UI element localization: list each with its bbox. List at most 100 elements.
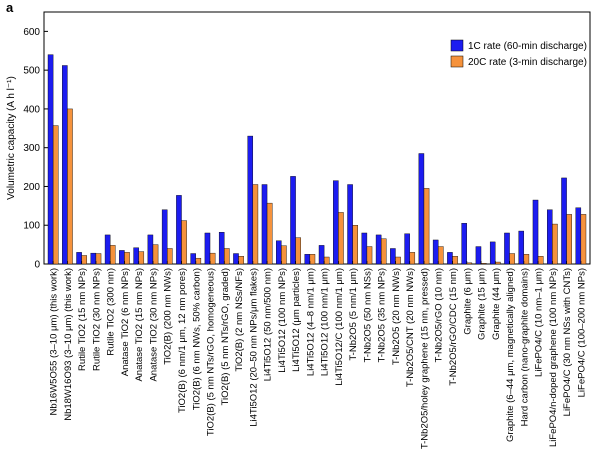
bar-20c (295, 237, 301, 265)
bar-20c (452, 256, 458, 265)
bar-20c (252, 184, 259, 265)
x-category-label: LiFePO4/C (10 nm–1 μm) (534, 268, 545, 377)
bar-20c (423, 188, 430, 265)
legend-swatch-20c (450, 55, 464, 68)
bar-1c (575, 207, 582, 265)
x-category-label: Li4Ti5O12 (100 nm/1 μm) (320, 268, 331, 376)
bar-20c (195, 257, 202, 265)
bar-1c (233, 253, 239, 265)
bar-1c (447, 252, 453, 265)
y-tick-label: 300 (23, 143, 40, 154)
bar-20c (281, 245, 287, 265)
x-category-label: TiO2(B) (2 nm NSs/NFs) (234, 268, 245, 372)
bar-20c (352, 225, 358, 265)
bar-20c (67, 108, 73, 265)
bar-1c (318, 245, 325, 265)
bar-1c (204, 232, 211, 265)
bar-1c (176, 195, 182, 265)
x-category-label: TiO2(B) (5 nm NTs/rGO, homogeneous) (206, 268, 217, 436)
bar-20c (167, 248, 173, 265)
x-category-label: TiO2(B) (6 nm NWs, 50% carbon) (191, 268, 202, 410)
bar-1c (532, 199, 539, 265)
x-category-label: Li4Ti5O12/C (100 nm/1 μm) (334, 268, 345, 386)
legend: 1C rate (60-min discharge) 20C rate (3-m… (448, 37, 587, 74)
bar-20c (309, 254, 316, 265)
x-category-label: Li4Ti5O12 (50 nm/500 nm) (263, 268, 274, 381)
x-category-label: Rutile TiO2 (15 nm NPs) (77, 268, 88, 371)
bar-20c (438, 246, 444, 265)
plot-frame (43, 11, 591, 265)
bars-group (47, 54, 587, 265)
x-category-label: Graphite (15 μm) (477, 268, 488, 340)
x-category-label: Graphite (6–44 μm, magnetically aligned) (505, 268, 516, 442)
x-category-label: T-Nb2O5/rGO (10 nm) (434, 268, 445, 363)
bar-1c (461, 223, 467, 265)
bar-20c (238, 256, 244, 265)
y-tick-label: 100 (23, 221, 40, 232)
bar-1c (432, 239, 439, 265)
x-category-label: Li4Ti5O12 (100 nm NPs) (277, 268, 288, 373)
bar-1c (361, 232, 368, 265)
bar-20c (552, 223, 558, 265)
bar-20c (380, 238, 387, 265)
bar-20c (509, 253, 515, 265)
y-tick-label: 600 (23, 27, 40, 38)
x-category-label: LiFePO4/C (100–200 nm NPs) (576, 268, 587, 397)
bar-1c (147, 234, 154, 265)
x-category-label: Li4Ti5O12 (20–50 nm NPs/μm flakes) (248, 268, 259, 427)
x-category-label: T-Nb2O5 (20 nm NWs) (391, 268, 402, 365)
bar-1c (261, 184, 268, 265)
bar-1c (390, 248, 396, 265)
legend-label-20c: 20C rate (3-min discharge) (468, 57, 587, 68)
legend-label-1c: 1C rate (60-min discharge) (468, 41, 587, 52)
bar-1c (276, 240, 282, 265)
bar-1c (76, 252, 82, 265)
x-category-label: Rutile TiO2 (300 nm) (106, 268, 117, 356)
bar-1c (218, 232, 225, 265)
x-category-label: T-Nb2O5/rGO/CDC (15 nm) (448, 268, 459, 386)
x-category-label: Anatase TiO2 (15 nm NPs) (134, 268, 145, 382)
x-category-label: Nb18W16O93 (3–10 μm) (this work) (63, 268, 74, 421)
bar-20c (224, 248, 230, 265)
bar-20c (395, 256, 401, 265)
bar-20c (537, 256, 544, 265)
bar-1c (304, 254, 311, 265)
bar-1c (547, 209, 553, 265)
y-tick-label: 200 (23, 182, 40, 193)
bar-1c (518, 230, 525, 265)
bar-20c (323, 256, 330, 265)
bar-20c (181, 220, 187, 265)
bar-20c (152, 244, 159, 265)
bar-20c (338, 212, 344, 265)
bar-1c (104, 234, 111, 265)
y-tick-label: 400 (23, 104, 40, 115)
x-category-label: Li4Ti5O12 (4–8 nm/1 μm) (305, 268, 316, 376)
bar-20c (466, 262, 473, 265)
x-category-label: LiFePO4/C (30 nm NSs with CNTs) (562, 268, 573, 416)
bar-1c (347, 184, 353, 265)
bar-1c (247, 135, 254, 265)
bar-20c (480, 263, 487, 265)
x-category-label: T-Nb2O5/holey graphene (15 nm, pressed) (419, 268, 430, 449)
x-axis-labels: Nb16W5O55 (3–10 μm) (this work) Nb18W16O9… (49, 268, 588, 449)
y-axis: 0 100 200 300 400 500 600 (23, 27, 48, 271)
bar-1c (489, 241, 496, 265)
bar-20c (366, 246, 373, 265)
x-category-label: Hard carbon (nano-graphite domains) (519, 268, 530, 426)
x-category-label: T-Nb2O5 (35 nm NPs) (377, 268, 388, 363)
x-category-label: Graphite (6 μm) (462, 268, 473, 335)
bar-20c (209, 252, 216, 265)
x-category-label: Anatase TiO2 (30 nm NPs) (148, 268, 159, 382)
x-category-label: T-Nb2O5 (5 nm/1 μm) (348, 268, 359, 361)
bar-20c (95, 253, 102, 265)
bar-20c (138, 251, 145, 265)
panel-label: a (6, 0, 14, 15)
bar-1c (404, 233, 410, 265)
x-category-label: Graphite (44 μm) (491, 268, 502, 340)
x-category-label: TiO2(B) (200 nm NWs) (163, 268, 174, 365)
x-category-label: T-Nb2O5 (50 nm NSs) (362, 268, 373, 363)
bar-1c (504, 232, 510, 265)
bar-1c (333, 180, 339, 265)
bar-1c (561, 177, 567, 265)
